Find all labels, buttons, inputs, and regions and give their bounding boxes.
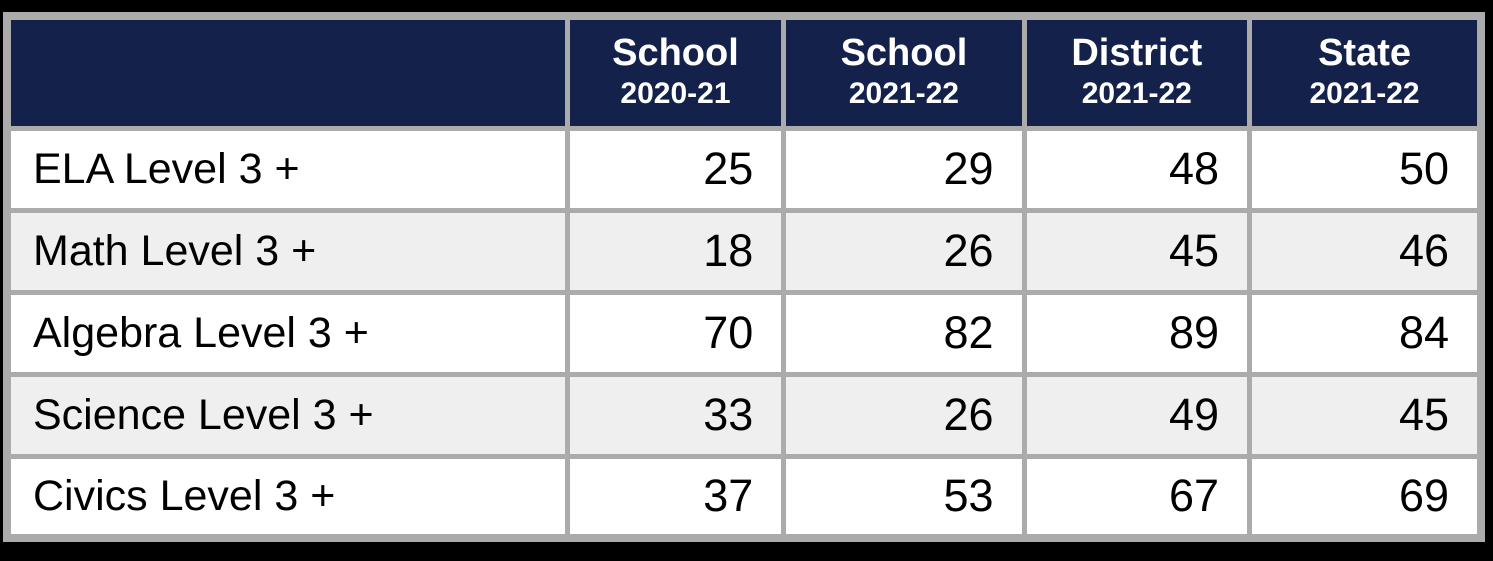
column-header-school-2020-21: School 2020-21 <box>564 13 787 131</box>
value-cell: 46 <box>1247 207 1484 295</box>
table-header: School 2020-21 School 2021-22 District 2… <box>4 13 1484 131</box>
value-cell: 67 <box>1021 453 1253 541</box>
table-body: ELA Level 3 + 25 29 48 50 Math Level 3 +… <box>4 125 1484 541</box>
value-cell: 69 <box>1247 453 1484 541</box>
value-cell: 37 <box>564 453 787 541</box>
value-cell: 45 <box>1021 207 1253 295</box>
value-cell: 25 <box>564 125 787 213</box>
table-row-algebra: Algebra Level 3 + 70 82 89 84 <box>4 289 1484 377</box>
column-subtitle: 2021-22 <box>848 77 959 111</box>
value-cell: 82 <box>781 289 1027 377</box>
column-header-state-2021-22: State 2021-22 <box>1247 13 1484 131</box>
value-cell: 18 <box>564 207 787 295</box>
column-title: State <box>1318 32 1411 75</box>
table-row-math: Math Level 3 + 18 26 45 46 <box>4 207 1484 295</box>
column-subtitle: 2021-22 <box>1081 77 1192 111</box>
value-cell: 45 <box>1247 371 1484 459</box>
scores-table-container: School 2020-21 School 2021-22 District 2… <box>3 12 1485 542</box>
table-row-civics: Civics Level 3 + 37 53 67 69 <box>4 453 1484 541</box>
column-subtitle: 2020-21 <box>620 77 731 111</box>
column-header-district-2021-22: District 2021-22 <box>1021 13 1253 131</box>
value-cell: 29 <box>781 125 1027 213</box>
row-label: ELA Level 3 + <box>4 125 570 213</box>
table-row-science: Science Level 3 + 33 26 49 45 <box>4 371 1484 459</box>
column-title: District <box>1071 32 1203 75</box>
table-row-ela: ELA Level 3 + 25 29 48 50 <box>4 125 1484 213</box>
value-cell: 89 <box>1021 289 1253 377</box>
value-cell: 33 <box>564 371 787 459</box>
value-cell: 26 <box>781 207 1027 295</box>
header-row: School 2020-21 School 2021-22 District 2… <box>4 13 1484 131</box>
row-label: Science Level 3 + <box>4 371 570 459</box>
row-label: Math Level 3 + <box>4 207 570 295</box>
value-cell: 26 <box>781 371 1027 459</box>
row-label: Algebra Level 3 + <box>4 289 570 377</box>
header-empty-cell <box>4 13 570 131</box>
value-cell: 49 <box>1021 371 1253 459</box>
column-title: School <box>612 32 739 75</box>
value-cell: 53 <box>781 453 1027 541</box>
scores-table: School 2020-21 School 2021-22 District 2… <box>3 12 1485 542</box>
value-cell: 50 <box>1247 125 1484 213</box>
row-label: Civics Level 3 + <box>4 453 570 541</box>
value-cell: 48 <box>1021 125 1253 213</box>
value-cell: 84 <box>1247 289 1484 377</box>
column-title: School <box>840 32 968 75</box>
value-cell: 70 <box>564 289 787 377</box>
column-header-school-2021-22: School 2021-22 <box>781 13 1027 131</box>
column-subtitle: 2021-22 <box>1309 77 1420 111</box>
